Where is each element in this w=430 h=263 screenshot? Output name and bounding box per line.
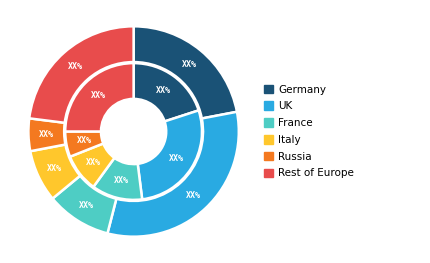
Wedge shape xyxy=(29,26,133,123)
Wedge shape xyxy=(65,132,103,157)
Wedge shape xyxy=(107,112,238,237)
Wedge shape xyxy=(30,144,80,199)
Text: XX%: XX% xyxy=(39,130,54,139)
Text: XX%: XX% xyxy=(86,158,101,167)
Text: XX%: XX% xyxy=(181,60,197,69)
Wedge shape xyxy=(52,176,116,233)
Legend: Germany, UK, France, Italy, Russia, Rest of Europe: Germany, UK, France, Italy, Russia, Rest… xyxy=(263,85,353,178)
Wedge shape xyxy=(137,110,202,199)
Wedge shape xyxy=(70,144,114,187)
Text: XX%: XX% xyxy=(90,91,105,100)
Text: XX%: XX% xyxy=(68,62,83,70)
Text: XX%: XX% xyxy=(79,201,94,210)
Text: XX%: XX% xyxy=(185,191,200,200)
Text: XX%: XX% xyxy=(47,164,62,173)
Wedge shape xyxy=(93,158,142,200)
Wedge shape xyxy=(65,63,133,132)
Text: XX%: XX% xyxy=(169,154,183,163)
Wedge shape xyxy=(28,118,65,151)
Wedge shape xyxy=(133,26,237,119)
Text: XX%: XX% xyxy=(113,176,128,185)
Wedge shape xyxy=(133,63,198,122)
Text: XX%: XX% xyxy=(155,86,170,95)
Text: XX%: XX% xyxy=(77,136,91,145)
